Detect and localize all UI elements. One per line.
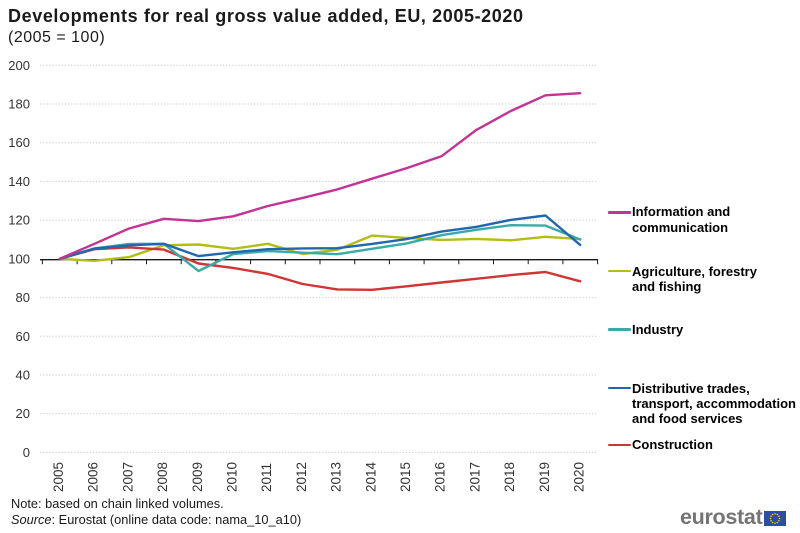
svg-text:120: 120: [8, 213, 30, 228]
svg-text:60: 60: [16, 329, 30, 344]
svg-text:2015: 2015: [398, 462, 413, 492]
svg-text:2014: 2014: [363, 461, 378, 492]
svg-text:20: 20: [16, 406, 30, 421]
svg-text:2017: 2017: [467, 462, 482, 492]
svg-text:2006: 2006: [86, 462, 101, 492]
svg-text:40: 40: [16, 368, 30, 383]
svg-text:2007: 2007: [120, 462, 135, 492]
svg-text:2005: 2005: [51, 462, 66, 492]
svg-text:2019: 2019: [537, 462, 552, 492]
svg-text:2018: 2018: [502, 462, 517, 492]
svg-text:2013: 2013: [329, 462, 344, 492]
svg-text:2008: 2008: [155, 462, 170, 492]
svg-text:2016: 2016: [433, 462, 448, 492]
svg-text:160: 160: [8, 135, 30, 150]
svg-text:2012: 2012: [294, 462, 309, 492]
svg-text:2011: 2011: [259, 463, 274, 492]
svg-text:80: 80: [16, 290, 30, 305]
svg-text:0: 0: [23, 445, 30, 460]
svg-text:2010: 2010: [225, 462, 240, 492]
svg-text:200: 200: [8, 58, 30, 73]
svg-text:180: 180: [8, 97, 30, 112]
svg-text:140: 140: [8, 174, 30, 189]
svg-text:2020: 2020: [572, 462, 587, 492]
svg-text:100: 100: [8, 251, 30, 266]
svg-text:2009: 2009: [190, 462, 205, 492]
